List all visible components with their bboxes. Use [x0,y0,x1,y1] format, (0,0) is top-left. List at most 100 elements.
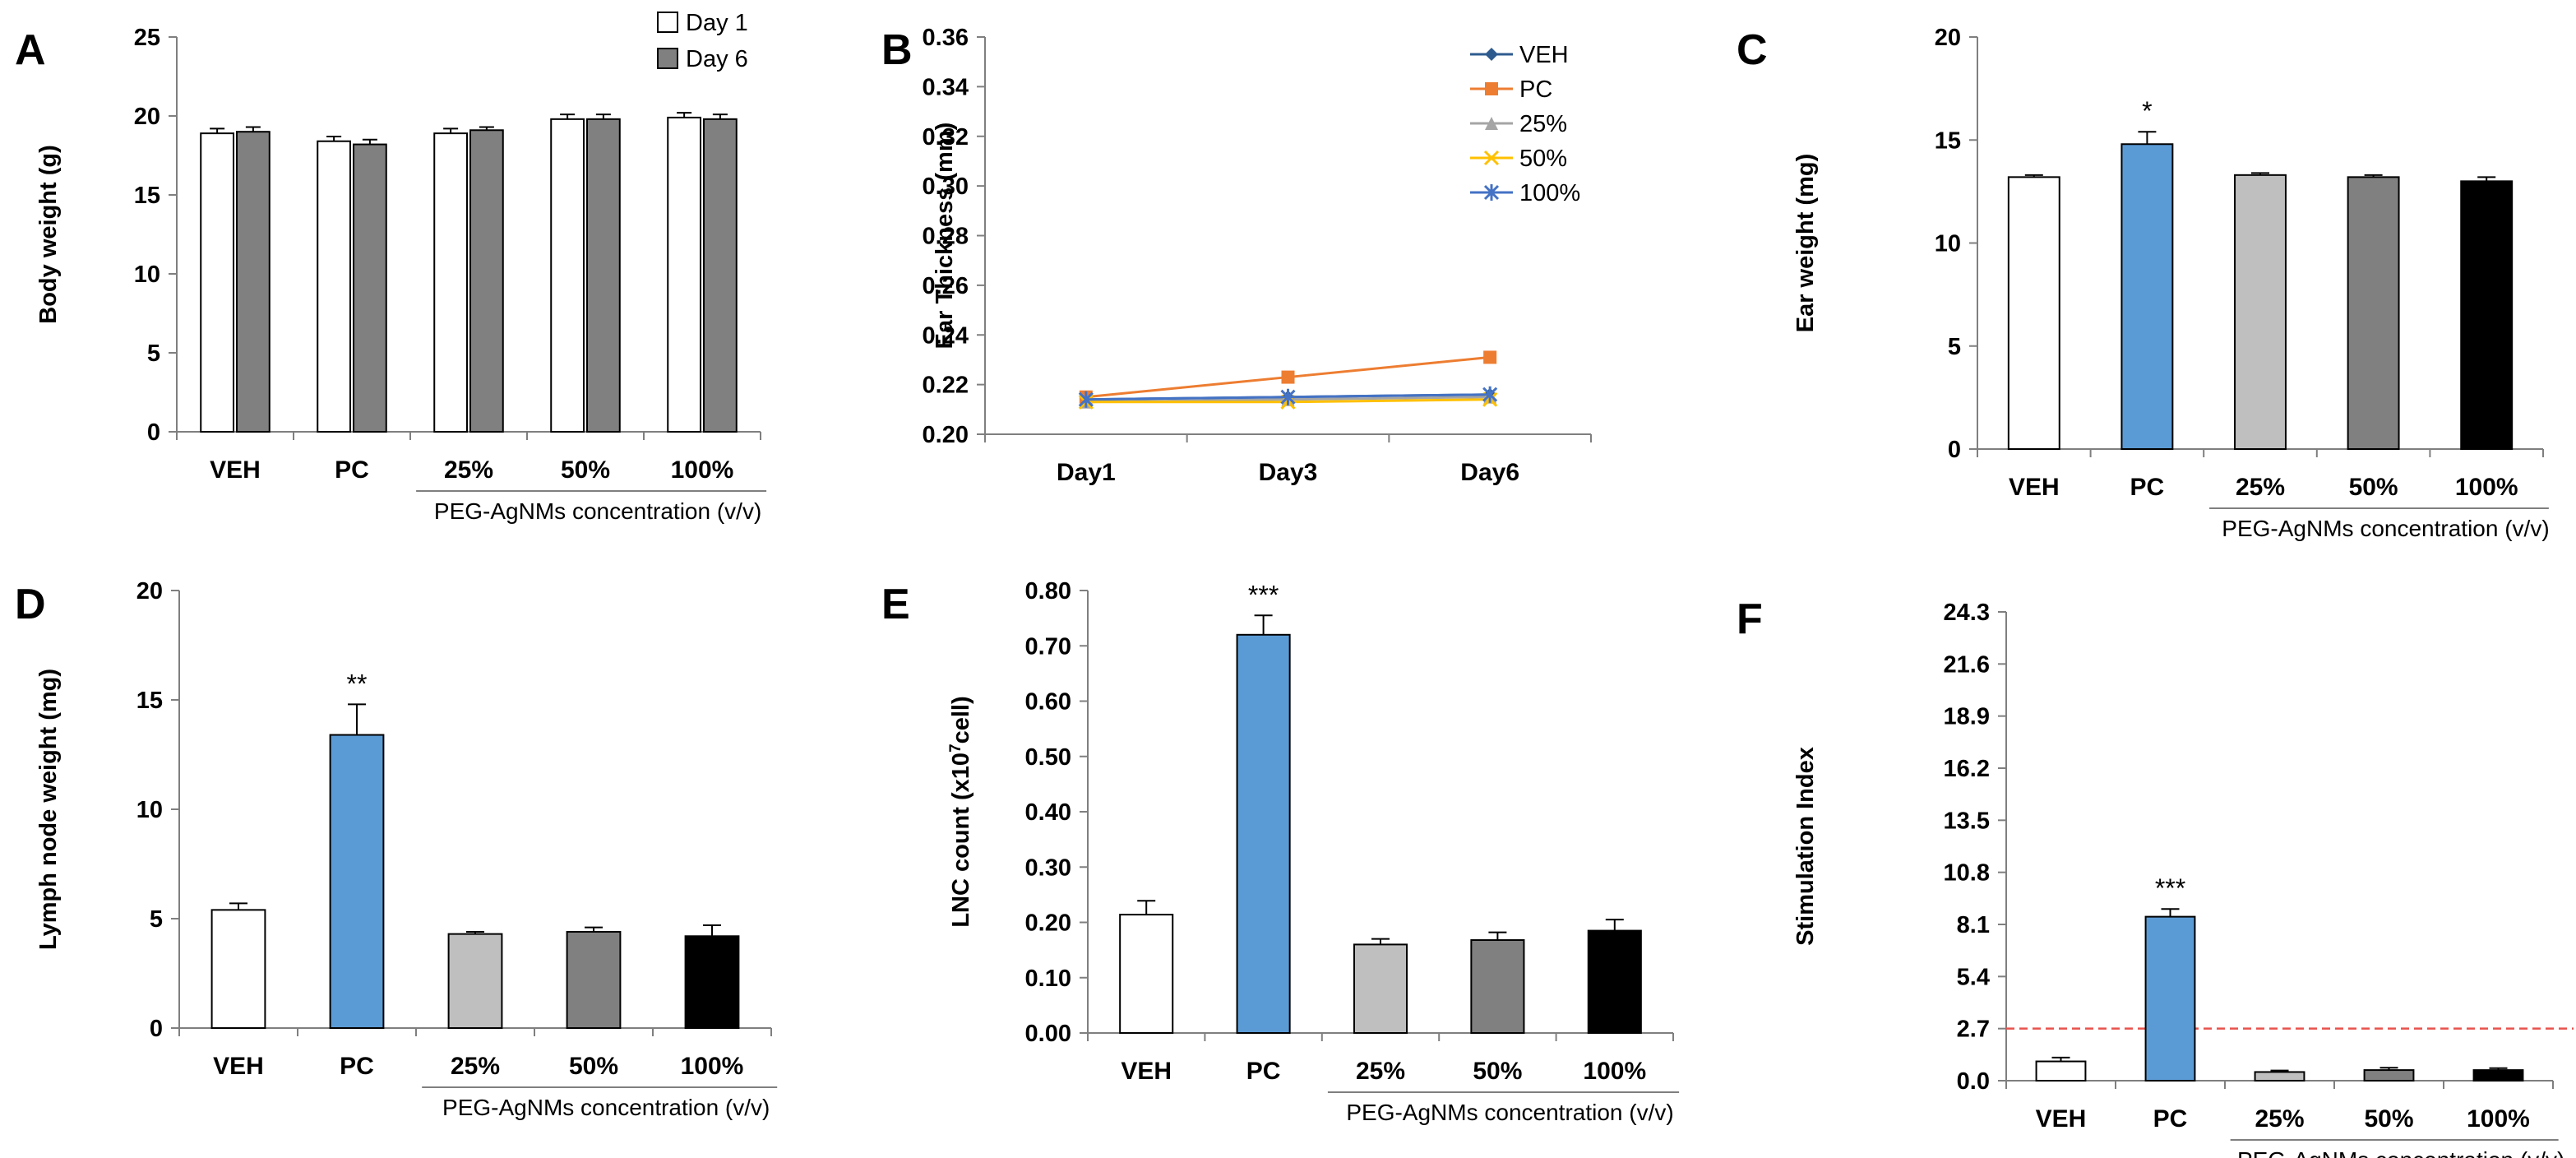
x-category-label: VEH [1121,1058,1172,1085]
y-tick-label: 5 [147,340,160,367]
bar-pc [2120,143,2174,450]
bar-veh [210,909,266,1029]
bar-50pct [2347,176,2400,450]
y-axis-label: Body weight (g) [35,145,62,323]
bar-day-6-pc [353,143,387,433]
group-label: PEG-AgNMs concentration (v/v) [434,498,761,524]
x-category-label: PC [2130,474,2165,501]
bar-100pct [2460,180,2514,450]
y-tick-label: 0.30 [1025,855,1071,881]
y-tick-label: 0.70 [1025,633,1071,660]
y-tick-label: 25 [134,25,160,51]
bar-day-1-100pct [667,116,701,433]
y-tick-label: 21.6 [1944,651,1990,678]
x-category-label: 50% [569,1053,618,1080]
panel-e: E LNC count (x107cell) 0.00 0.10 0.20 0.30 0.4… [881,578,1680,1125]
panel-c: C Ear weight (mg) 0 5 10 15 20 * VEH PC 25% 50% 100%… [1737,25,2550,541]
y-tick-label: 15 [136,688,163,714]
bar-100pct [1587,929,1642,1035]
x-category-label: 100% [1583,1058,1646,1085]
bar-25pct [2234,174,2287,451]
data-point-100pct [1280,388,1296,405]
y-tick-label: 0.34 [923,74,969,100]
panel-letter: D [15,581,46,628]
x-category-label: 25% [1356,1058,1405,1085]
panel-f: F Stimulation Index 0.0 2.7 5.4 8.1 10.8 13.5 16… [1737,595,2574,1158]
y-tick-label: 5 [1948,334,1961,360]
data-point-pc [1281,370,1295,384]
bar-50pct [2363,1069,2415,1082]
y-tick-label: 10.8 [1944,860,1990,887]
x-category-label: Day3 [1259,459,1318,486]
bar-pc [1236,633,1291,1034]
bar-day-6-100pct [703,118,738,433]
legend-marker [1483,150,1500,166]
x-category-label: PC [335,456,369,484]
y-tick-label: 8.1 [1957,912,1990,938]
y-axis-label-part: LNC count (x10 [948,753,974,928]
y-tick-label: 0.00 [1025,1021,1071,1047]
y-tick-label: 0.80 [1025,578,1071,604]
x-category-label: 25% [2255,1105,2304,1133]
group-label: PEG-AgNMs concentration (v/v) [2237,1147,2564,1158]
bar-day-1-veh [200,132,235,433]
x-category-label: PC [2153,1105,2188,1133]
data-point-100pct [1482,386,1498,403]
y-tick-label: 15 [1935,127,1961,154]
panel-letter: B [881,26,913,74]
bar-pc [2144,915,2196,1082]
x-category-label: PC [340,1053,374,1080]
bar-day-1-50pct [550,118,585,433]
y-tick-label: 20 [1935,25,1961,51]
y-tick-label: 20 [134,104,160,130]
y-axis-label: Ear weight (mg) [1792,154,1819,333]
bar-pc [329,734,385,1029]
y-tick-label: 0.40 [1025,799,1071,826]
y-tick-label: 16.2 [1944,756,1990,782]
x-category-label: PC [1246,1058,1281,1085]
significance-marker: *** [1248,580,1279,609]
bar-day-1-pc [317,140,351,433]
y-tick-label: 10 [136,797,163,823]
x-category-label: VEH [2036,1105,2087,1133]
significance-marker: ** [347,669,368,698]
y-tick-label: 0.22 [923,373,969,399]
y-tick-label: 5.4 [1957,964,1990,990]
panel-letter: E [881,581,910,628]
y-tick-label: 0.30 [923,174,969,200]
x-category-label: 50% [1473,1058,1522,1085]
bar-50pct [566,930,622,1029]
y-axis-label: Stimulation Index [1792,747,1819,946]
y-tick-label: 0.60 [1025,689,1071,716]
y-tick-label: 20 [136,578,163,604]
bar-day-6-veh [236,131,271,433]
bar-25pct [2254,1071,2305,1082]
x-category-label: 100% [2467,1105,2530,1133]
x-category-label: Day1 [1057,459,1116,486]
y-tick-label: 0.32 [923,124,969,151]
data-point-pc [1483,350,1497,364]
significance-marker: * [2142,96,2152,126]
y-axis-label-superscript: 7 [947,743,964,753]
x-category-label: 50% [2364,1105,2413,1133]
panel-letter: F [1737,595,1763,643]
y-tick-label: 24.3 [1944,600,1990,626]
y-tick-label: 15 [134,183,160,209]
group-label: PEG-AgNMs concentration (v/v) [1346,1100,1673,1125]
legend-label: 100% [1519,180,1580,206]
y-tick-label: 0 [150,1016,163,1042]
bar-day-6-50pct [586,118,621,433]
legend-marker [1485,117,1498,130]
panel-d: D Lymph node weight (mg) 0 5 10 15 20 ** VEH PC 25… [15,578,778,1120]
legend-swatch [657,12,678,33]
y-tick-label: 0 [147,419,160,446]
x-category-label: 100% [671,456,734,484]
x-category-label: 25% [2236,474,2285,501]
x-category-label: 25% [451,1053,500,1080]
y-tick-label: 18.9 [1944,704,1990,730]
y-tick-label: 0.20 [923,422,969,448]
legend-label: 25% [1519,111,1567,137]
legend-swatch [657,48,678,69]
y-tick-label: 10 [1935,231,1961,257]
bar-veh [2035,1060,2087,1082]
